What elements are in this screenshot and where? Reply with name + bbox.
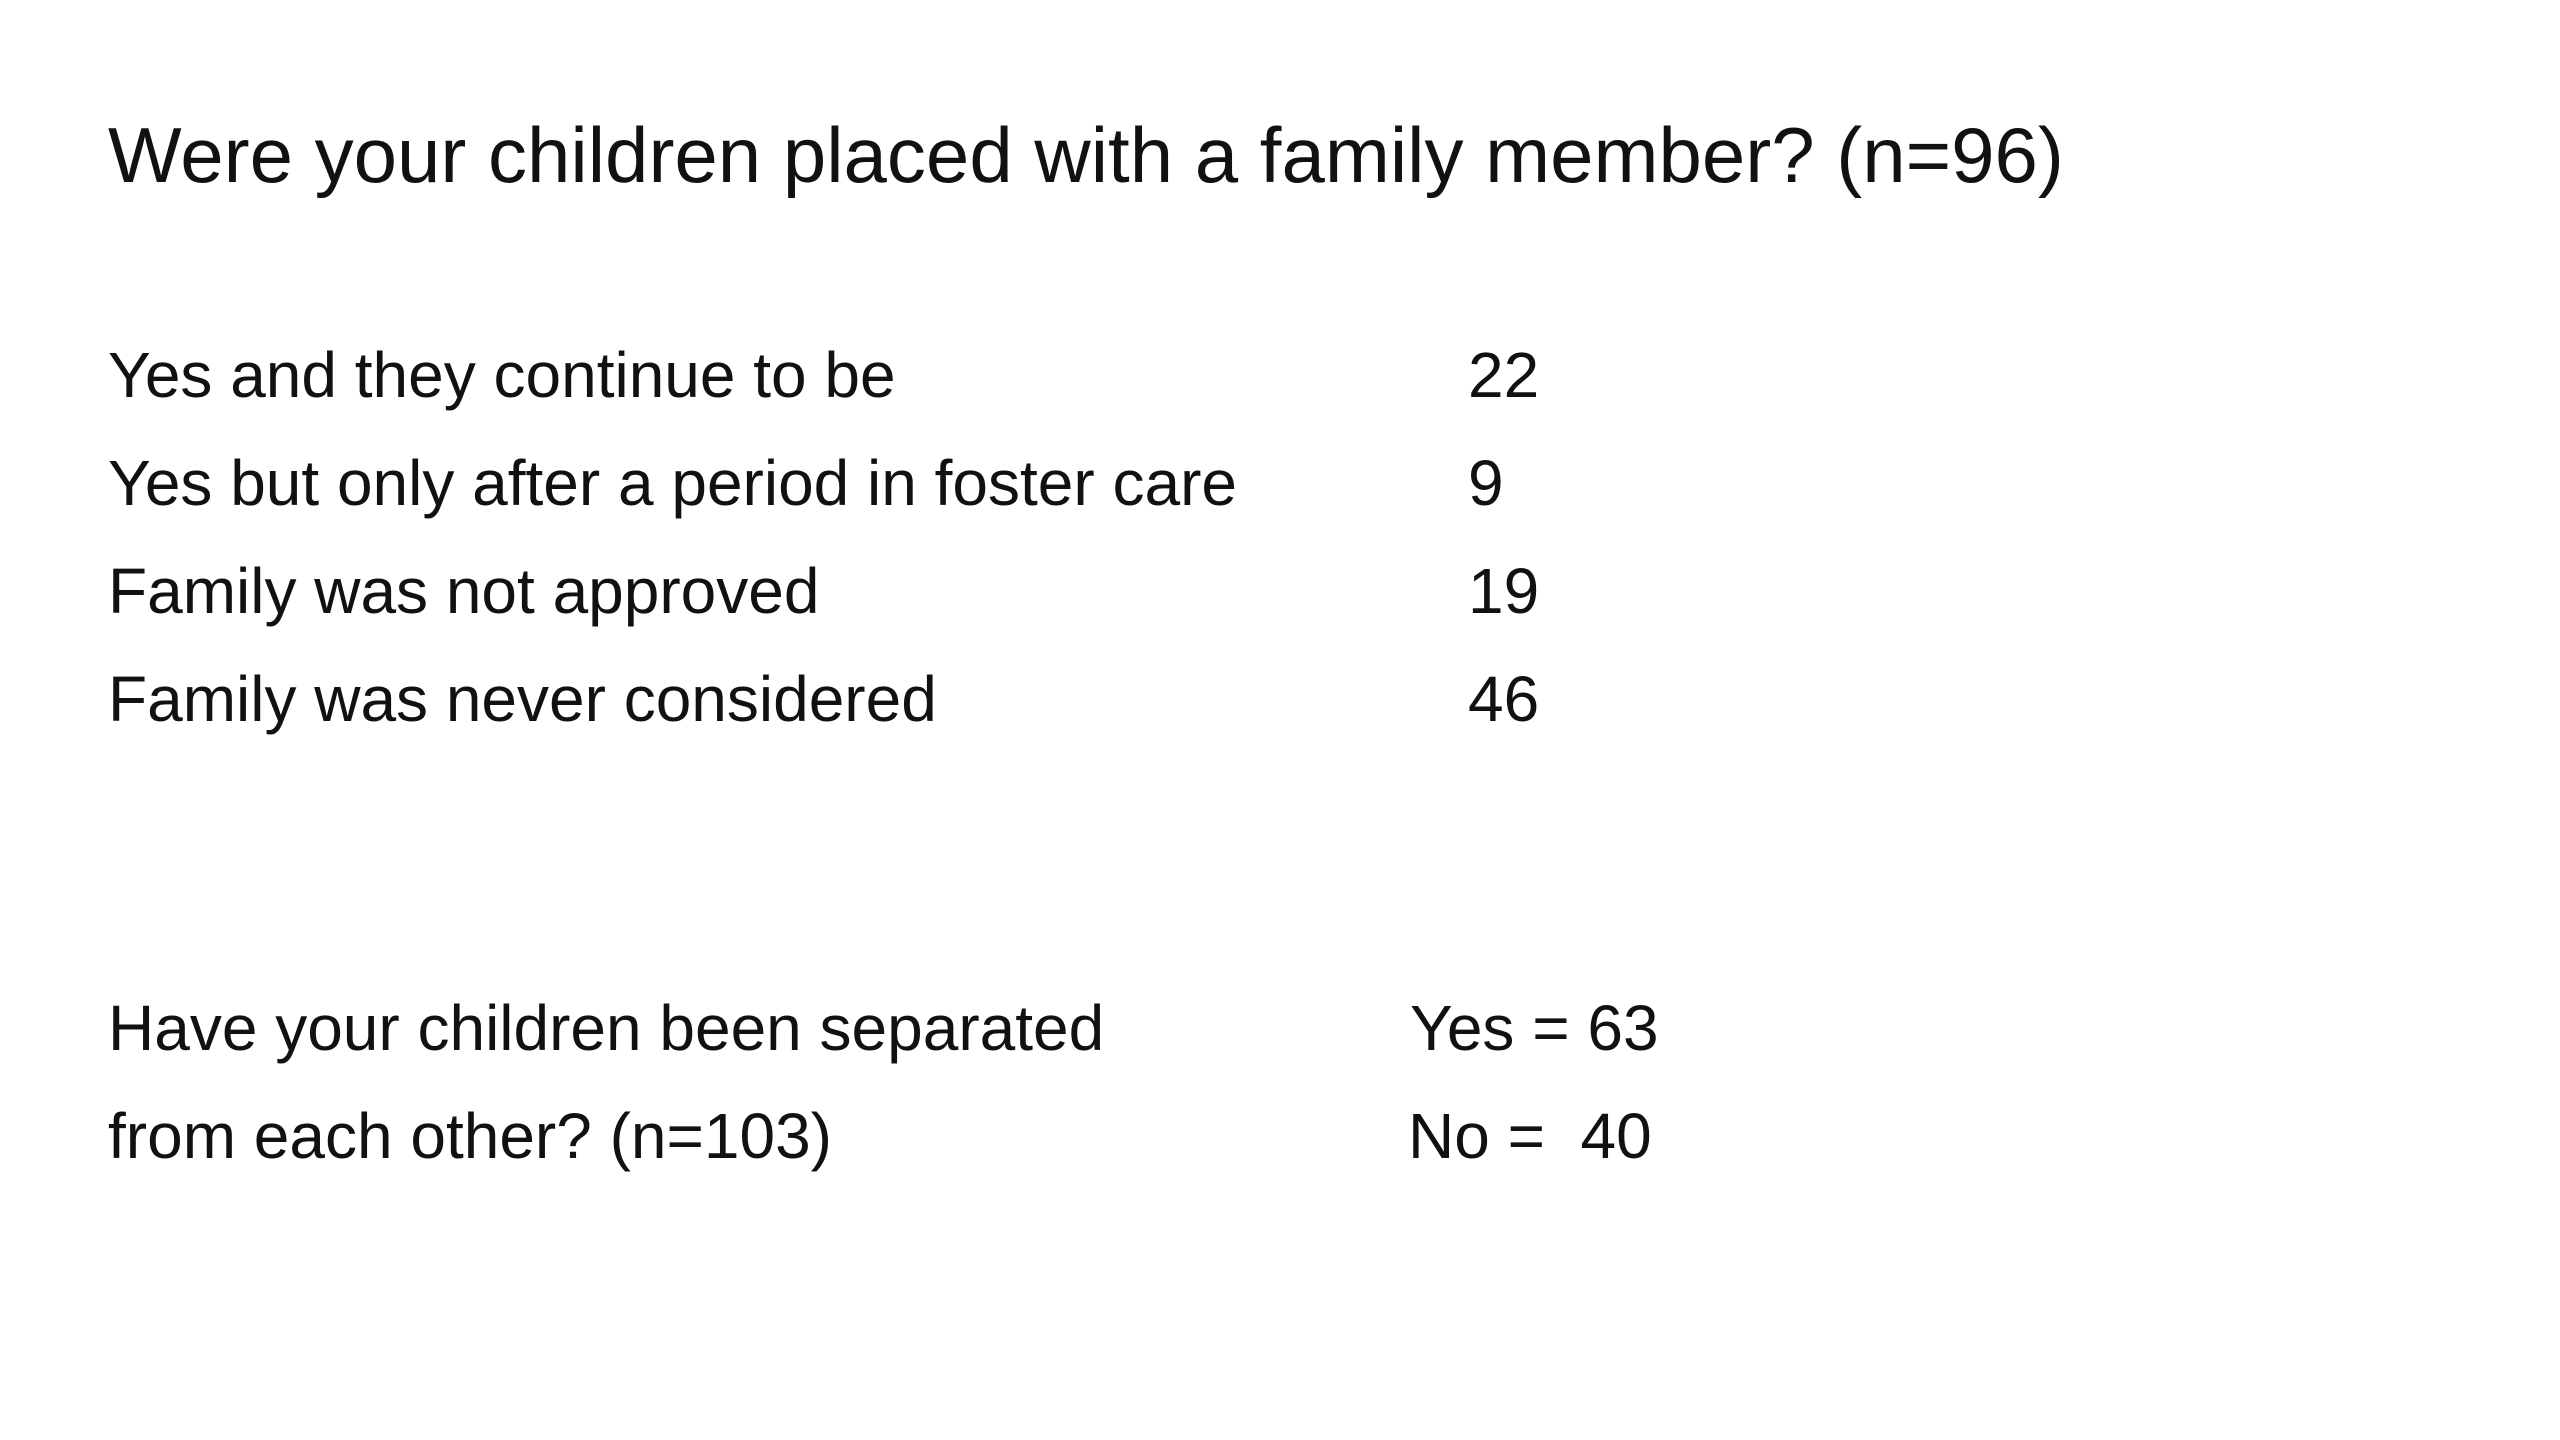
separation-question-line2: from each other? (n=103) bbox=[108, 1100, 832, 1172]
row-label: Family was never considered bbox=[108, 663, 937, 735]
slide-title: Were your children placed with a family … bbox=[108, 111, 2064, 199]
separation-yes-answer: Yes = 63 bbox=[1410, 992, 1659, 1064]
row-value: 46 bbox=[1468, 663, 1540, 735]
row-label: Yes and they continue to be bbox=[108, 339, 896, 411]
row-label: Yes but only after a period in foster ca… bbox=[108, 447, 1237, 519]
row-value: 9 bbox=[1468, 447, 1504, 519]
row-value: 22 bbox=[1468, 339, 1540, 411]
separation-no-answer: No = 40 bbox=[1408, 1100, 1652, 1172]
row-value: 19 bbox=[1468, 555, 1540, 627]
row-label: Family was not approved bbox=[108, 555, 820, 627]
separation-question-line1: Have your children been separated bbox=[108, 992, 1105, 1064]
